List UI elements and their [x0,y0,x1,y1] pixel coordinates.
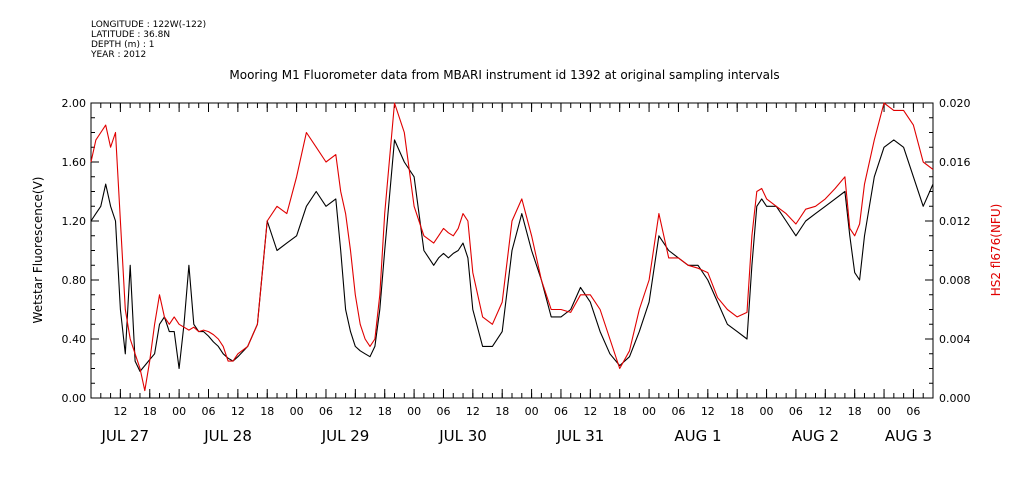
right-y-axis: 0.000 0.004 0.008 0.012 0.016 0.020 [925,97,971,405]
series-group [90,102,934,392]
x-tick-label: 12 [818,405,832,418]
x-date-label: JUL 29 [321,427,370,445]
y-left-tick-label: 2.00 [62,97,87,110]
y-right-tick-label: 0.004 [939,333,971,346]
x-date-label: JUL 28 [203,427,252,445]
y-left-tick-label: 0.80 [62,274,87,287]
left-y-axis: 0.00 0.40 0.80 1.20 1.60 2.00 [62,97,99,405]
x-tick-label: 12 [466,405,480,418]
x-tick-label: 18 [260,405,274,418]
x-tick-label: 06 [436,405,450,418]
left-y-axis-label: Wetstar Fluorescence(V) [31,177,45,324]
x-tick-label: 00 [172,405,186,418]
x-tick-label: 00 [760,405,774,418]
x-axis: 12 18 00 06 12 18 00 06 12 18 00 06 12 18 00 06 12 18 00 06… [90,103,934,445]
meta-longitude: LONGITUDE : 122W(-122) [91,20,207,30]
x-tick-label: 06 [906,405,920,418]
y-left-tick-label: 0.00 [62,392,87,405]
x-tick-label: 18 [848,405,862,418]
right-y-axis-label: HS2 fl676(NFU) [989,204,1003,297]
series-line-hs2 [90,102,934,392]
y-right-tick-label: 0.020 [939,97,971,110]
meta-depth: DEPTH (m) : 1 [91,40,155,50]
y-left-tick-label: 1.20 [62,215,87,228]
x-tick-label: 06 [201,405,215,418]
x-tick-label: 12 [113,405,127,418]
x-tick-label: 00 [642,405,656,418]
x-tick-label: 18 [495,405,509,418]
y-right-tick-label: 0.016 [939,156,971,169]
x-tick-label: 18 [378,405,392,418]
x-tick-label: 18 [613,405,627,418]
x-tick-label: 18 [730,405,744,418]
x-date-label: AUG 3 [885,427,932,445]
x-tick-label: 12 [231,405,245,418]
x-tick-label: 12 [348,405,362,418]
meta-latitude: LATITUDE : 36.8N [91,30,171,40]
x-date-label: JUL 27 [100,427,149,445]
x-date-label: JUL 30 [438,427,487,445]
x-tick-label: 06 [319,405,333,418]
x-tick-label: 00 [290,405,304,418]
x-tick-label: 12 [583,405,597,418]
y-left-tick-label: 0.40 [62,333,87,346]
x-tick-label: 12 [701,405,715,418]
meta-year: YEAR : 2012 [91,50,147,60]
x-date-label: AUG 2 [792,427,839,445]
series-line-wetstar [90,139,934,372]
y-left-tick-label: 1.60 [62,156,87,169]
x-date-label: AUG 1 [674,427,721,445]
x-tick-label: 06 [671,405,685,418]
chart-title: Mooring M1 Fluorometer data from MBARI i… [229,68,780,82]
y-right-tick-label: 0.012 [939,215,971,228]
x-tick-label: 00 [407,405,421,418]
x-tick-label: 06 [789,405,803,418]
x-tick-label: 00 [525,405,539,418]
x-tick-label: 00 [877,405,891,418]
x-tick-label: 18 [143,405,157,418]
x-tick-label: 06 [554,405,568,418]
x-date-label: JUL 31 [556,427,605,445]
y-right-tick-label: 0.008 [939,274,971,287]
y-right-tick-label: 0.000 [939,392,971,405]
